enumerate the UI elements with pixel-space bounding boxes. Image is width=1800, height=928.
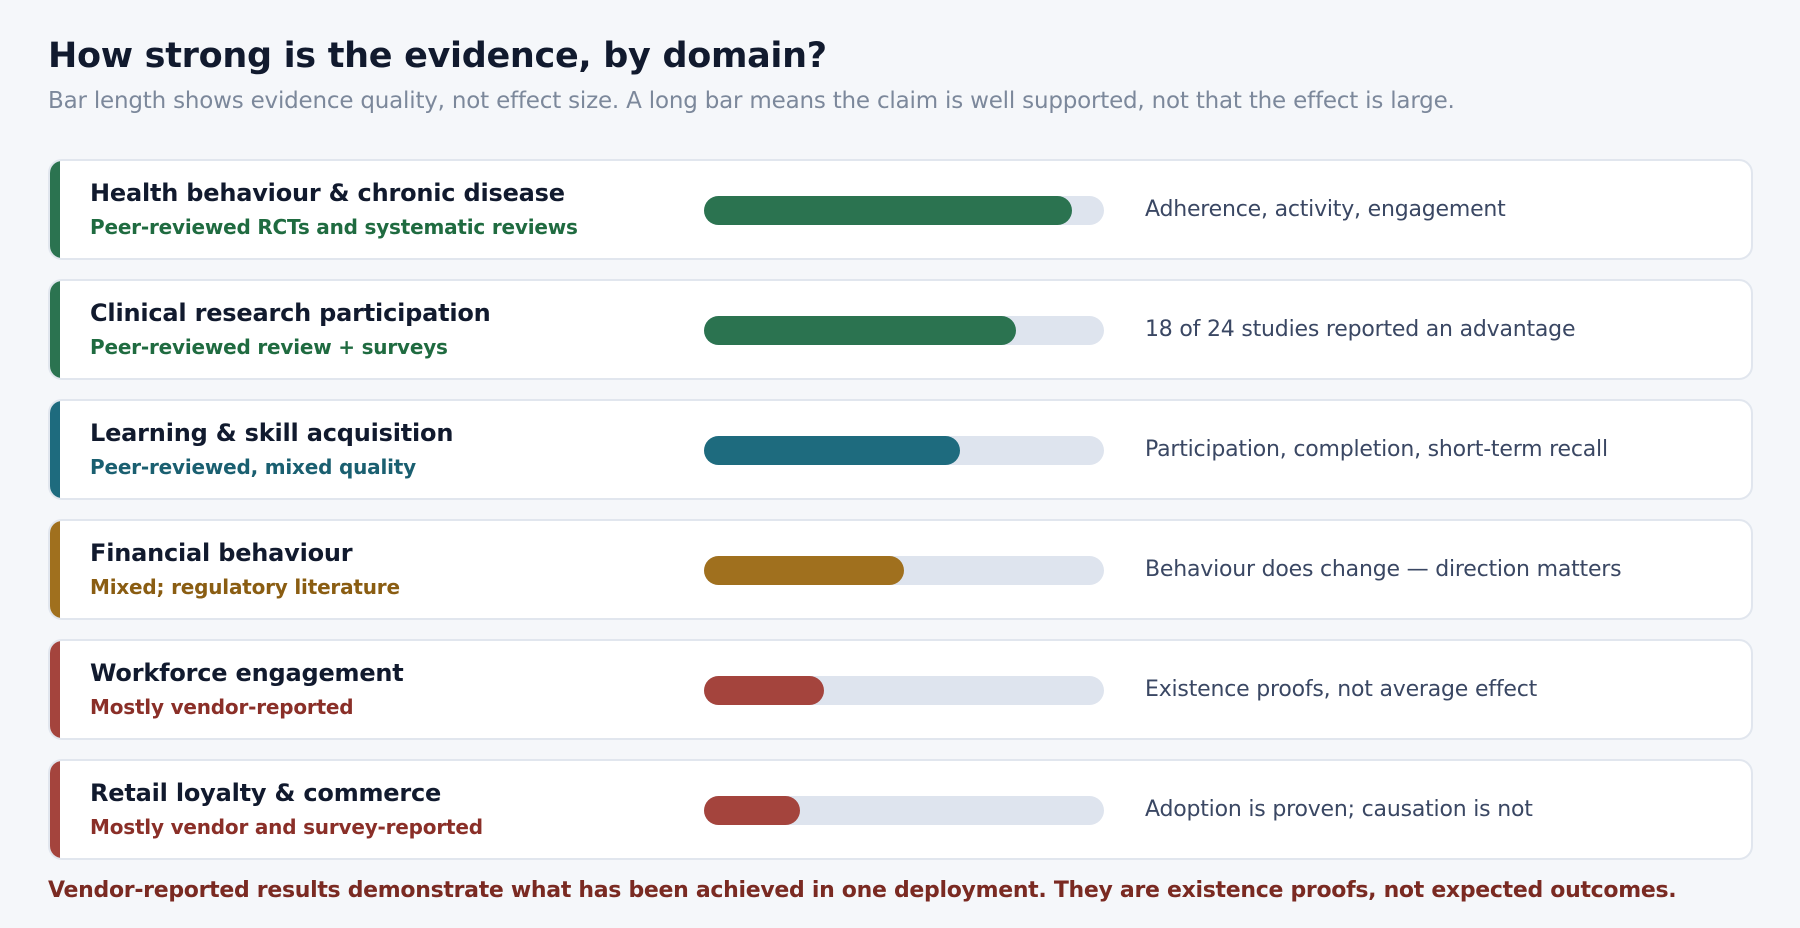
domain-row: Health behaviour & chronic disease Peer-r… [48, 159, 1753, 260]
evidence-bar-track [704, 196, 1104, 225]
domain-name: Retail loyalty & commerce [90, 779, 442, 807]
domain-color-stripe [50, 641, 60, 738]
evidence-note: Adoption is proven; causation is not [1145, 797, 1533, 822]
domain-color-stripe [50, 401, 60, 498]
chart-title: How strong is the evidence, by domain? [48, 36, 827, 76]
domain-name: Clinical research participation [90, 299, 491, 327]
evidence-bar [704, 556, 904, 585]
footer-note: Vendor-reported results demonstrate what… [48, 878, 1677, 903]
evidence-source: Peer-reviewed review + surveys [90, 335, 448, 359]
evidence-note: Adherence, activity, engagement [1145, 197, 1506, 222]
evidence-source: Mostly vendor-reported [90, 695, 354, 719]
evidence-source: Mostly vendor and survey-reported [90, 815, 483, 839]
evidence-source: Mixed; regulatory literature [90, 575, 400, 599]
domain-row: Workforce engagement Mostly vendor-report… [48, 639, 1753, 740]
evidence-bar-track [704, 676, 1104, 705]
domain-row: Financial behaviour Mixed; regulatory lit… [48, 519, 1753, 620]
domain-rows: Health behaviour & chronic disease Peer-r… [48, 159, 1753, 879]
evidence-bar [704, 316, 1016, 345]
evidence-note: Participation, completion, short-term re… [1145, 437, 1608, 462]
evidence-source: Peer-reviewed, mixed quality [90, 455, 416, 479]
domain-name: Financial behaviour [90, 539, 353, 567]
evidence-source: Peer-reviewed RCTs and systematic review… [90, 215, 578, 239]
evidence-bar [704, 196, 1072, 225]
evidence-bar [704, 436, 960, 465]
domain-name: Workforce engagement [90, 659, 404, 687]
domain-name: Health behaviour & chronic disease [90, 179, 565, 207]
domain-row: Clinical research participation Peer-revi… [48, 279, 1753, 380]
evidence-bar [704, 676, 824, 705]
evidence-bar [704, 796, 800, 825]
evidence-note: Existence proofs, not average effect [1145, 677, 1538, 702]
domain-color-stripe [50, 281, 60, 378]
evidence-bar-track [704, 556, 1104, 585]
domain-row: Retail loyalty & commerce Mostly vendor a… [48, 759, 1753, 860]
evidence-note: Behaviour does change — direction matter… [1145, 557, 1622, 582]
evidence-bar-track [704, 316, 1104, 345]
domain-color-stripe [50, 521, 60, 618]
domain-color-stripe [50, 761, 60, 858]
evidence-bar-track [704, 796, 1104, 825]
domain-row: Learning & skill acquisition Peer-reviewe… [48, 399, 1753, 500]
domain-name: Learning & skill acquisition [90, 419, 454, 447]
evidence-note: 18 of 24 studies reported an advantage [1145, 317, 1576, 342]
domain-color-stripe [50, 161, 60, 258]
evidence-bar-track [704, 436, 1104, 465]
chart-subtitle: Bar length shows evidence quality, not e… [48, 88, 1455, 114]
